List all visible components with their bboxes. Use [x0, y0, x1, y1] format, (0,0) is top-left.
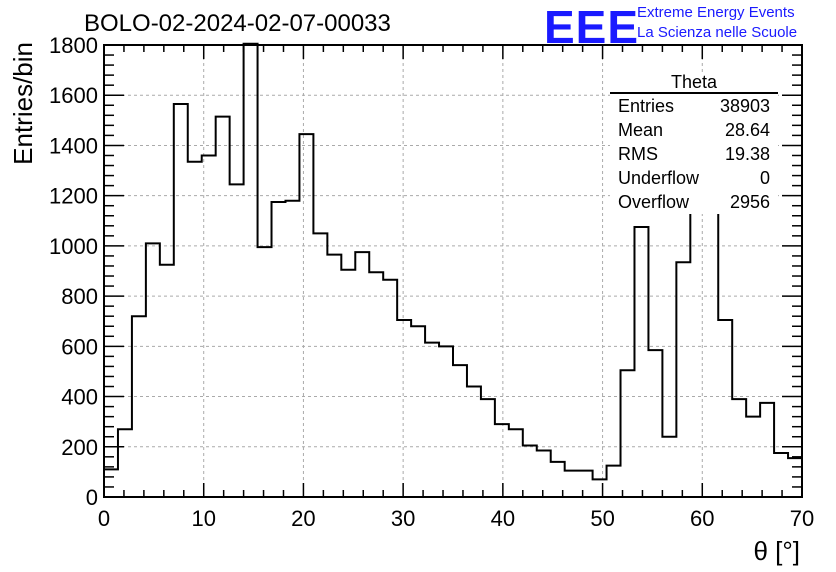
y-tick-label: 1200 — [49, 184, 98, 209]
stats-row-entries: Entries 38903 — [610, 94, 778, 118]
y-tick-label: 1800 — [49, 33, 98, 58]
y-tick-label: 0 — [86, 485, 98, 510]
y-tick-label: 1400 — [49, 133, 98, 158]
eee-logo: EEE — [544, 1, 640, 53]
stats-box: Theta Entries 38903 Mean 28.64 RMS 19.38… — [610, 72, 778, 214]
stats-value: 28.64 — [724, 120, 770, 140]
y-tick-label: 200 — [61, 435, 98, 460]
x-tick-label: 60 — [690, 506, 714, 531]
y-tick-label: 600 — [61, 334, 98, 359]
stats-row-underflow: Underflow 0 — [610, 166, 778, 190]
stats-row-rms: RMS 19.38 — [610, 142, 778, 166]
y-axis-label: Entries/bin — [8, 42, 38, 165]
y-tick-label: 800 — [61, 284, 98, 309]
stats-row-overflow: Overflow 2956 — [610, 190, 778, 214]
stats-label: Underflow — [618, 168, 700, 188]
stats-label: RMS — [618, 144, 658, 164]
x-tick-label: 10 — [191, 506, 215, 531]
stats-value: 0 — [759, 168, 770, 188]
x-tick-label: 30 — [391, 506, 415, 531]
x-tick-label: 20 — [291, 506, 315, 531]
x-tick-label: 50 — [590, 506, 614, 531]
chart-title: BOLO-02-2024-02-07-00033 — [84, 10, 391, 37]
plot-frame — [103, 44, 803, 498]
y-tick-labels: 0 200 400 600 800 1000 1200 1400 1600 1800 — [49, 33, 98, 510]
x-axis-label: θ [°] — [753, 536, 800, 566]
logo-subtitle-line1: Extreme Energy Events — [637, 4, 795, 21]
x-tick-label: 0 — [98, 506, 110, 531]
stats-label: Mean — [618, 120, 664, 140]
y-tick-label: 400 — [61, 385, 98, 410]
stats-value: 38903 — [719, 96, 770, 116]
logo-subtitle-line2: La Scienza nelle Scuole — [637, 24, 798, 41]
stats-row-mean: Mean 28.64 — [610, 118, 778, 142]
x-tick-label: 70 — [790, 506, 814, 531]
stats-value: 2956 — [729, 192, 770, 212]
y-tick-label: 1600 — [49, 83, 98, 108]
stats-title: Theta — [610, 72, 778, 94]
stats-label: Entries — [618, 96, 675, 116]
y-tick-label: 1000 — [49, 234, 98, 259]
stats-label: Overflow — [618, 192, 690, 212]
x-tick-label: 40 — [491, 506, 515, 531]
x-tick-labels: 0 10 20 30 40 50 60 70 — [98, 506, 814, 531]
axis-ticks — [103, 44, 803, 498]
stats-value: 19.38 — [724, 144, 770, 164]
